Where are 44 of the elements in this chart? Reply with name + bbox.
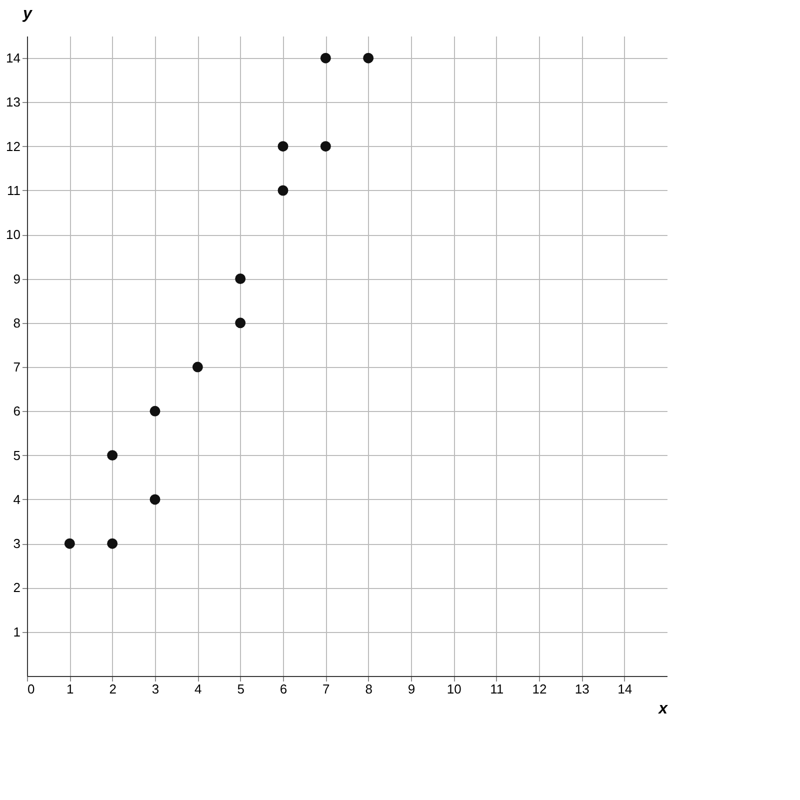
x-tick-label: 6 — [280, 682, 288, 696]
x-tick-label: 2 — [109, 682, 116, 696]
x-tick-label: 11 — [490, 682, 504, 696]
x-axis-title: x — [658, 700, 669, 718]
y-tick-label: 9 — [13, 271, 20, 286]
x-tick-label: 5 — [237, 682, 244, 696]
y-tick-label: 2 — [13, 580, 20, 596]
point — [363, 52, 374, 64]
point — [150, 406, 160, 416]
y-tick-label: 14 — [6, 50, 20, 66]
y-tick-label: 4 — [13, 492, 20, 507]
point — [235, 318, 246, 328]
y-tick-label: 3 — [13, 536, 20, 552]
x-tick-label: 1 — [66, 682, 74, 696]
point — [320, 141, 331, 152]
y-tick-label: 10 — [6, 227, 20, 242]
point — [107, 450, 118, 461]
point — [278, 185, 288, 196]
x-tick-label: 3 — [152, 682, 160, 696]
x-tick-label: 14 — [618, 682, 632, 696]
x-tick-label: 12 — [532, 682, 547, 696]
x-tick-label: 13 — [574, 682, 590, 696]
x-tick-label: 8 — [365, 682, 372, 696]
y-tick-label: 7 — [13, 360, 20, 375]
y-tick-label: 12 — [6, 138, 20, 154]
y-tick-label: 13 — [6, 94, 20, 110]
y-tick-label: 8 — [13, 315, 20, 330]
x-tick-label: 7 — [322, 682, 330, 696]
y-tick-label: 5 — [13, 448, 20, 463]
x-tick-label: 4 — [194, 682, 202, 696]
point — [64, 538, 75, 549]
point — [278, 141, 288, 152]
y-tick-label: 6 — [13, 404, 20, 419]
x-tick-label: 9 — [408, 682, 416, 696]
point — [192, 362, 203, 372]
x-tick-label: 0 — [28, 682, 35, 696]
point — [107, 538, 118, 549]
y-tick-label: 1 — [13, 624, 20, 640]
y-axis-title: y — [22, 6, 34, 22]
point — [150, 494, 160, 505]
x-tick-label: 10 — [446, 682, 462, 696]
y-tick-label: 11 — [7, 182, 20, 198]
point — [235, 274, 246, 284]
point — [320, 52, 331, 64]
